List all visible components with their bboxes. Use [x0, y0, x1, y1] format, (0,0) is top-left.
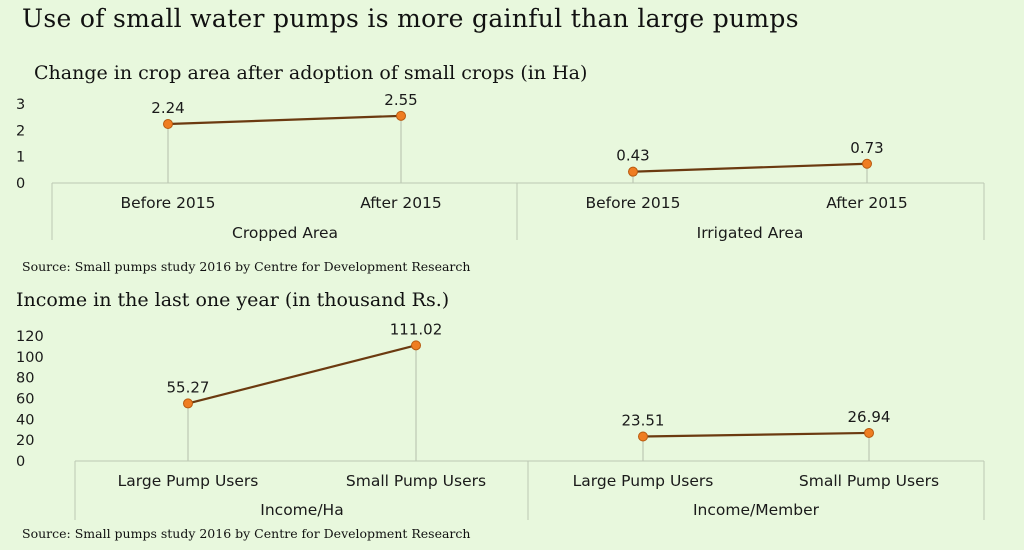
income-category-label: Large Pump Users: [573, 472, 714, 490]
income-ytick-label: 40: [16, 412, 34, 428]
crop-area-category-label: After 2015: [826, 194, 908, 212]
page-title: Use of small water pumps is more gainful…: [22, 4, 799, 33]
income-ytick-label: 120: [16, 329, 44, 345]
crop-area-category-label: Before 2015: [585, 194, 680, 212]
income-ytick-label: 100: [16, 350, 44, 366]
crop-area-chart-title: Change in crop area after adoption of sm…: [34, 62, 588, 84]
crop-area-category-label: Before 2015: [120, 194, 215, 212]
income-series-line: [642, 431, 870, 438]
crop-area-series-line: [632, 162, 868, 173]
income-source: Source: Small pumps study 2016 by Centre…: [22, 526, 471, 541]
income-series-line: [187, 344, 417, 405]
crop-area-data-label: 0.43: [616, 147, 649, 165]
income-category-label: Small Pump Users: [346, 472, 486, 490]
crop-area-ytick-label: 3: [16, 97, 25, 113]
crop-area-series-line: [167, 114, 402, 126]
income-data-point: [638, 431, 648, 442]
income-data-point: [183, 398, 193, 409]
income-ytick-label: 0: [16, 454, 25, 470]
income-group-label: Income/Ha: [260, 501, 343, 519]
crop-area-data-point: [628, 166, 638, 177]
crop-area-ytick-label: 1: [16, 150, 25, 166]
income-category-label: Small Pump Users: [799, 472, 939, 490]
crop-area-group-label: Cropped Area: [232, 224, 338, 242]
income-data-label: 26.94: [848, 408, 891, 426]
crop-area-data-label: 2.55: [384, 91, 417, 109]
crop-area-group-label: Irrigated Area: [697, 224, 804, 242]
crop-area-data-label: 2.24: [151, 99, 184, 117]
crop-area-data-label: 0.73: [850, 139, 883, 157]
crop-area-data-point: [862, 158, 872, 169]
income-ytick-label: 60: [16, 392, 34, 408]
income-data-point: [411, 340, 421, 351]
crop-area-source: Source: Small pumps study 2016 by Centre…: [22, 259, 471, 274]
income-ytick-label: 80: [16, 371, 34, 387]
crop-area-chart: 0 1 2 3 2.24 Before 2015 2.55 After 2015 Cropped…: [16, 91, 985, 242]
income-chart: 0 20 40 60 80 100 120 55.27 Large Pump Users 111.…: [16, 320, 985, 520]
crop-area-ytick-label: 0: [16, 176, 25, 192]
income-ytick-label: 20: [16, 433, 34, 449]
income-group-label: Income/Member: [693, 501, 820, 519]
income-data-label: 23.51: [622, 412, 665, 430]
crop-area-ytick-label: 2: [16, 123, 25, 139]
crop-area-data-point: [396, 110, 406, 121]
income-data-point: [864, 427, 874, 438]
income-chart-title: Income in the last one year (in thousand…: [16, 289, 450, 311]
crop-area-category-label: After 2015: [360, 194, 442, 212]
income-data-label: 55.27: [167, 378, 210, 396]
crop-area-data-point: [163, 119, 173, 130]
income-category-label: Large Pump Users: [118, 472, 259, 490]
income-data-label: 111.02: [390, 320, 443, 338]
